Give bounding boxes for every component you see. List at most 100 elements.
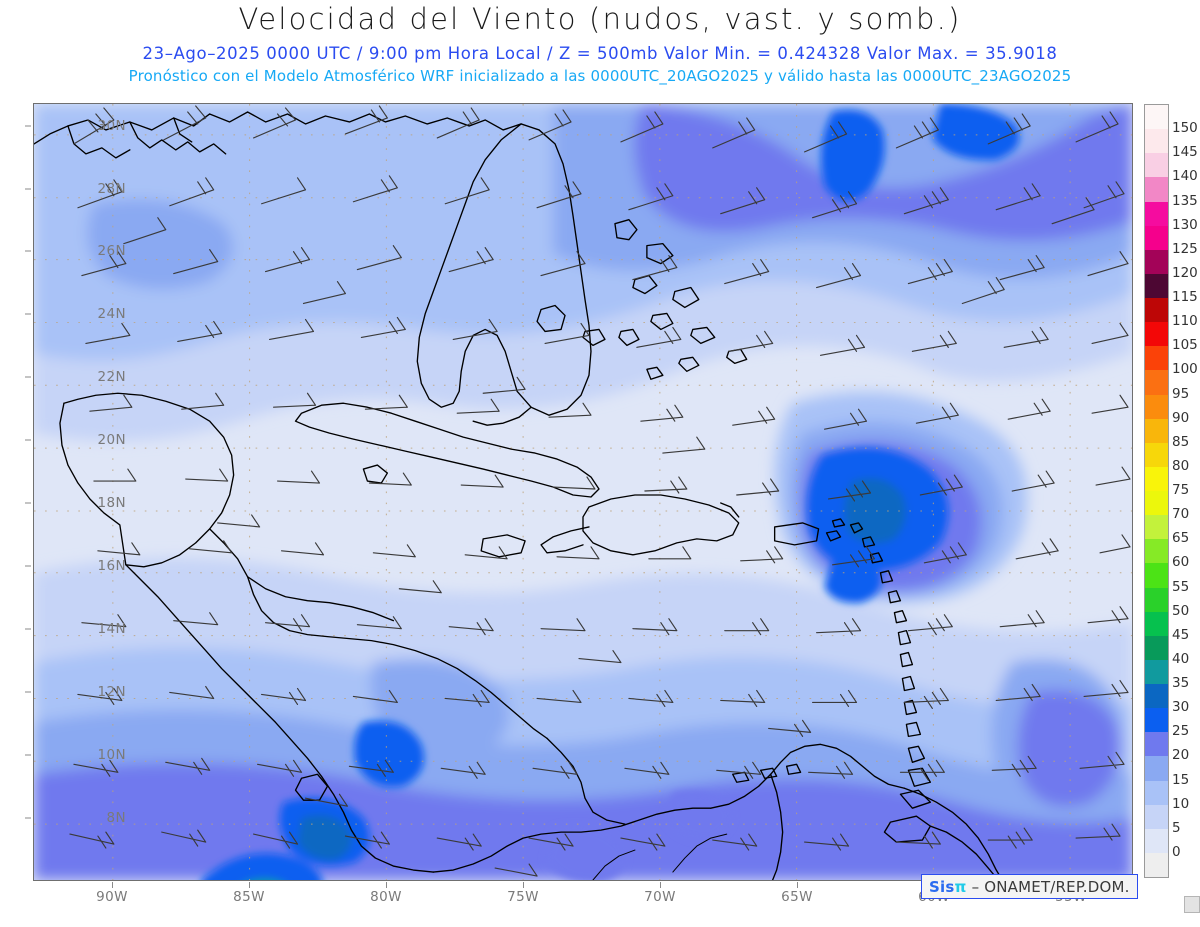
lat-label-16n: 16N (97, 558, 126, 574)
colorbar-tick-5: 5 (1172, 819, 1181, 836)
colorbar-tick-90: 90 (1172, 409, 1190, 426)
lat-tick-26n (25, 250, 31, 252)
colorbar-tick-100: 100 (1172, 361, 1198, 378)
lat-label-26n: 26N (97, 243, 126, 259)
colorbar-tick-55: 55 (1172, 578, 1190, 595)
colorbar-band (1145, 804, 1168, 829)
colorbar-tick-50: 50 (1172, 602, 1190, 619)
wind-barbs (69, 105, 1131, 877)
subtitle-meta: 23–Ago–2025 0000 UTC / 9:00 pm Hora Loca… (142, 44, 1058, 63)
wind-speed-map (34, 104, 1132, 880)
colorbar-tick-105: 105 (1172, 337, 1198, 354)
colorbar-tick-85: 85 (1172, 433, 1190, 450)
lat-tick-18n (25, 502, 31, 504)
colorbar-band (1145, 225, 1168, 250)
watermark-brand: Sis (929, 877, 955, 896)
lat-label-24n: 24N (97, 306, 126, 322)
colorbar-band (1145, 129, 1168, 154)
map-plot-area[interactable] (33, 103, 1133, 881)
colorbar-band (1145, 466, 1168, 491)
lat-label-18n: 18N (97, 495, 126, 511)
page-title: Velocidad del Viento (nudos, vast. y som… (238, 2, 962, 36)
lon-tick-65w (797, 882, 798, 888)
lat-tick-10n (25, 754, 31, 756)
colorbar-band (1145, 322, 1168, 347)
colorbar-band (1145, 370, 1168, 395)
lat-label-12n: 12N (97, 684, 126, 700)
colorbar-tick-80: 80 (1172, 457, 1190, 474)
lat-label-28n: 28N (97, 181, 126, 197)
colorbar-tick-140: 140 (1172, 168, 1198, 185)
lat-tick-24n (25, 313, 31, 315)
colorbar-band (1145, 442, 1168, 467)
colorbar-band (1145, 491, 1168, 516)
lat-label-30n: 30N (97, 118, 126, 134)
colorbar-tick-65: 65 (1172, 530, 1190, 547)
watermark-pi-icon: π (954, 877, 967, 896)
scrollbar-corner[interactable] (1184, 896, 1200, 913)
colorbar-tick-20: 20 (1172, 747, 1190, 764)
colorbar-tick-110: 110 (1172, 313, 1198, 330)
lon-label-75w: 75W (507, 889, 539, 905)
colorbar-tick-25: 25 (1172, 723, 1190, 740)
lon-label-80w: 80W (370, 889, 402, 905)
colorbar-band (1145, 732, 1168, 757)
coastlines (34, 111, 1003, 880)
colorbar-band (1145, 708, 1168, 733)
colorbar-band (1145, 249, 1168, 274)
colorbar-tick-35: 35 (1172, 675, 1190, 691)
colorbar-tick-145: 145 (1172, 144, 1198, 161)
lon-tick-70w (660, 882, 661, 888)
lon-tick-80w (386, 882, 387, 888)
lat-tick-16n (25, 565, 31, 567)
colorbar-band (1145, 780, 1168, 805)
colorbar-tick-120: 120 (1172, 264, 1198, 281)
lat-tick-8n (25, 817, 31, 819)
subtitle-model: Pronóstico con el Modelo Atmosférico WRF… (128, 67, 1072, 85)
colorbar-band (1145, 659, 1168, 684)
colorbar[interactable] (1144, 104, 1169, 878)
colorbar-tick-115: 115 (1172, 289, 1198, 305)
colorbar-band (1145, 563, 1168, 588)
colorbar-band (1145, 346, 1168, 371)
lon-tick-90w (112, 882, 113, 888)
colorbar-tick-70: 70 (1172, 506, 1190, 523)
colorbar-band (1145, 273, 1168, 298)
colorbar-band (1145, 828, 1168, 853)
colorbar-band (1145, 418, 1168, 443)
colorbar-tick-60: 60 (1172, 554, 1190, 571)
lon-label-85w: 85W (233, 889, 265, 905)
lat-tick-12n (25, 691, 31, 693)
colorbar-tick-40: 40 (1172, 650, 1190, 667)
colorbar-tick-95: 95 (1172, 385, 1190, 402)
colorbar-band (1145, 515, 1168, 540)
colorbar-tick-30: 30 (1172, 699, 1190, 716)
lat-label-8n: 8N (106, 810, 126, 826)
chart-header: Velocidad del Viento (nudos, vast. y som… (0, 0, 1200, 92)
lat-tick-30n (25, 125, 31, 127)
lon-label-65w: 65W (781, 889, 813, 905)
watermark-logo: Sis π – ONAMET/REP.DOM. (921, 874, 1138, 899)
lat-label-20n: 20N (97, 432, 126, 448)
colorbar-band (1145, 105, 1168, 130)
colorbar-band (1145, 635, 1168, 660)
colorbar-tick-130: 130 (1172, 216, 1198, 233)
colorbar-band (1145, 587, 1168, 612)
colorbar-band (1145, 611, 1168, 636)
colorbar-tick-0: 0 (1172, 843, 1181, 860)
lat-tick-14n (25, 628, 31, 630)
lat-label-22n: 22N (97, 369, 126, 385)
colorbar-tick-150: 150 (1172, 120, 1198, 137)
colorbar-band (1145, 684, 1168, 709)
colorbar-band (1145, 153, 1168, 178)
colorbar-tick-15: 15 (1172, 771, 1190, 788)
colorbar-band (1145, 201, 1168, 226)
colorbar-tick-75: 75 (1172, 482, 1190, 498)
lon-label-70w: 70W (644, 889, 676, 905)
colorbar-tick-45: 45 (1172, 626, 1190, 643)
lat-label-10n: 10N (97, 747, 126, 763)
colorbar-tick-125: 125 (1172, 240, 1198, 257)
colorbar-band (1145, 852, 1168, 877)
lon-tick-75w (523, 882, 524, 888)
lat-tick-20n (25, 439, 31, 441)
